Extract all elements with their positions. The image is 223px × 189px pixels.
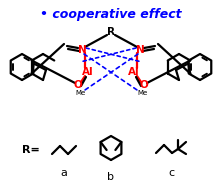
Text: O: O [74,80,82,90]
Text: c: c [168,168,174,178]
Text: Al: Al [82,67,94,77]
Text: R=: R= [22,145,40,155]
Text: Me: Me [137,90,147,96]
Text: R: R [107,27,115,37]
Text: Me: Me [75,90,85,96]
Text: b: b [107,172,114,182]
Text: O: O [140,80,148,90]
Text: N: N [78,45,86,55]
Text: Al: Al [128,67,140,77]
Text: N: N [136,45,144,55]
Text: • cooperative effect: • cooperative effect [40,8,182,21]
Text: a: a [61,168,67,178]
